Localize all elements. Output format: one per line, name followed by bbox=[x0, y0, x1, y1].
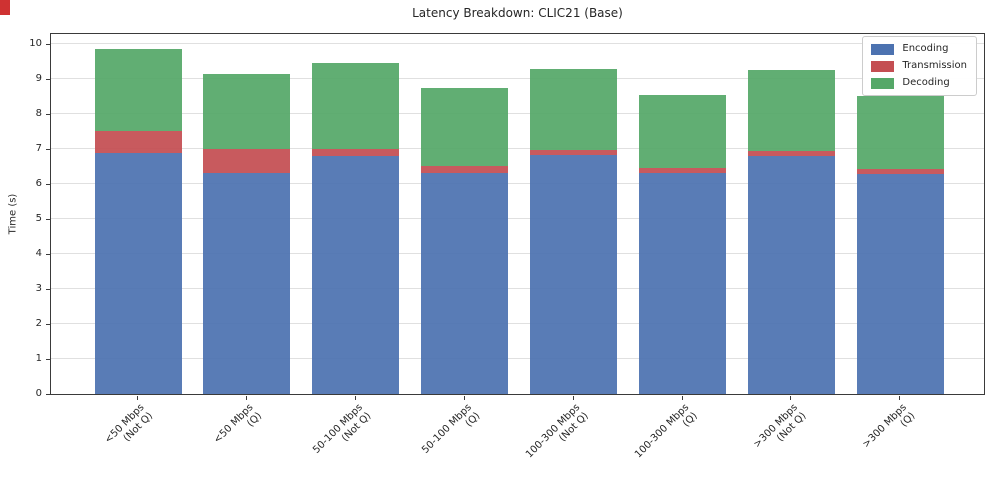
bar-1-decoding-segment bbox=[94, 48, 182, 131]
bar-2-decoding-segment bbox=[203, 74, 291, 149]
xtick-mark-6 bbox=[681, 396, 683, 400]
ytick-label-3: 3 bbox=[35, 283, 42, 294]
bar-2-encoding-segment bbox=[203, 173, 291, 394]
plot-area: Encoding Transmission Decoding bbox=[50, 33, 985, 395]
legend-label-transmission: Transmission bbox=[902, 60, 967, 71]
bar-7-transmission-segment bbox=[747, 150, 835, 156]
ytick-label-5: 5 bbox=[35, 213, 42, 224]
legend-label-encoding: Encoding bbox=[902, 43, 949, 54]
gridline-y4 bbox=[51, 253, 984, 254]
gridline-y1 bbox=[51, 358, 984, 359]
ytick-label-4: 4 bbox=[35, 248, 42, 259]
ytick-mark-5 bbox=[46, 219, 50, 220]
legend: Encoding Transmission Decoding bbox=[862, 36, 977, 96]
xtick-mark-7 bbox=[790, 396, 792, 400]
chart-title: Latency Breakdown: CLIC21 (Base) bbox=[412, 6, 623, 20]
xtick-mark-1 bbox=[137, 396, 138, 400]
ytick-label-9: 9 bbox=[35, 73, 42, 84]
gridline-y6 bbox=[51, 183, 984, 184]
ytick-mark-2 bbox=[46, 324, 50, 325]
ytick-mark-8 bbox=[46, 114, 50, 115]
gridline-y10 bbox=[51, 43, 984, 44]
bar-3-encoding-segment bbox=[312, 156, 400, 394]
ytick-label-10: 10 bbox=[29, 38, 42, 49]
gridline-y2 bbox=[51, 323, 984, 324]
ytick-label-6: 6 bbox=[35, 178, 42, 189]
legend-item-transmission: Transmission bbox=[871, 60, 967, 72]
xtick-mark-8 bbox=[899, 396, 901, 400]
ytick-label-0: 0 bbox=[35, 388, 42, 399]
bar-6-encoding-segment bbox=[639, 173, 726, 394]
bar-5-encoding-segment bbox=[530, 155, 618, 394]
ytick-label-1: 1 bbox=[35, 353, 42, 364]
legend-item-encoding: Encoding bbox=[871, 43, 967, 55]
bar-3-decoding-segment bbox=[312, 63, 400, 149]
legend-label-decoding: Decoding bbox=[902, 77, 950, 88]
bar-4-transmission-segment bbox=[421, 166, 509, 174]
corner-marker bbox=[0, 0, 10, 15]
bar-1-encoding-segment bbox=[94, 152, 182, 394]
bar-3-transmission-segment bbox=[312, 149, 400, 156]
legend-swatch-decoding bbox=[871, 77, 895, 89]
bar-8-decoding-segment bbox=[856, 95, 944, 170]
ytick-mark-4 bbox=[46, 254, 50, 255]
gridline-y3 bbox=[51, 288, 984, 289]
bar-6-decoding-segment bbox=[639, 95, 726, 169]
bar-7-encoding-segment bbox=[747, 155, 835, 394]
ytick-mark-0 bbox=[46, 394, 50, 395]
bar-8-encoding-segment bbox=[856, 174, 944, 394]
gridline-y5 bbox=[51, 218, 984, 219]
bar-4-encoding-segment bbox=[421, 173, 509, 394]
ytick-mark-1 bbox=[46, 359, 50, 360]
gridline-y7 bbox=[51, 148, 984, 149]
gridline-y8 bbox=[51, 113, 984, 114]
xtick-mark-4 bbox=[463, 396, 465, 400]
ytick-mark-10 bbox=[46, 44, 50, 45]
bar-2-transmission-segment bbox=[203, 148, 291, 174]
ytick-mark-6 bbox=[46, 184, 50, 185]
xtick-mark-2 bbox=[245, 396, 247, 400]
legend-swatch-transmission bbox=[871, 60, 895, 72]
xtick-mark-5 bbox=[572, 396, 574, 400]
bar-5-transmission-segment bbox=[530, 150, 618, 156]
gridline-y9 bbox=[51, 78, 984, 79]
ytick-mark-3 bbox=[46, 289, 50, 290]
ytick-mark-9 bbox=[46, 79, 50, 80]
bar-8-transmission-segment bbox=[856, 169, 944, 175]
ytick-label-8: 8 bbox=[35, 108, 42, 119]
bar-7-decoding-segment bbox=[747, 69, 835, 151]
xtick-mark-3 bbox=[354, 396, 356, 400]
legend-item-decoding: Decoding bbox=[871, 77, 967, 89]
bar-6-transmission-segment bbox=[639, 168, 726, 174]
bar-1-transmission-segment bbox=[94, 130, 182, 153]
ytick-label-2: 2 bbox=[35, 318, 42, 329]
bar-4-decoding-segment bbox=[421, 88, 509, 167]
ytick-mark-7 bbox=[46, 149, 50, 150]
legend-swatch-encoding bbox=[871, 43, 895, 55]
ytick-label-7: 7 bbox=[35, 143, 42, 154]
bar-5-decoding-segment bbox=[530, 69, 618, 151]
